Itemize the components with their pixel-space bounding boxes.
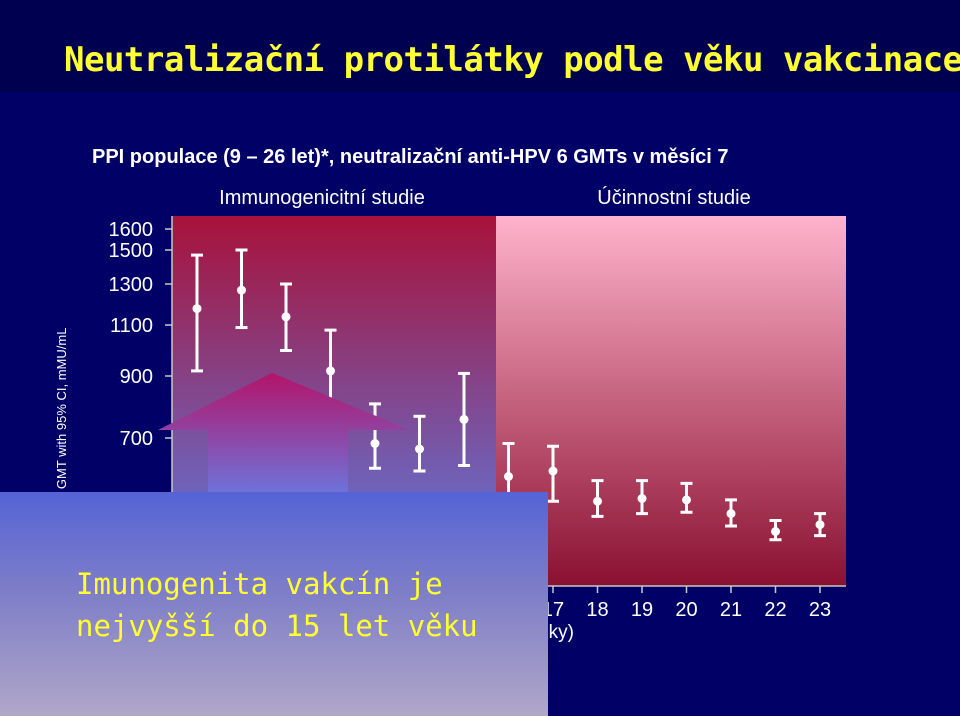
y-tick-label: 1100 [110,315,153,337]
y-tick-label: 1300 [109,274,154,296]
data-point-age-13 [369,402,381,470]
data-point-age-14 [413,414,426,473]
data-point-age-11 [280,282,292,352]
data-point-age-23 [814,512,826,538]
data-point-age-22 [769,519,782,542]
gmt-marker [192,304,202,314]
panel-label-immunogenicity: Immunogenicitní studie [219,187,425,209]
gmt-marker [682,495,691,505]
efficacy-panel [496,216,846,586]
gmt-marker [548,466,558,476]
x-tick-label: 23 [809,599,831,621]
data-point-age-15 [458,371,470,467]
gmt-marker [281,312,291,322]
gmt-marker [726,509,736,519]
data-point-age-16 [502,442,515,503]
panel-label-efficacy: Účinnostní studie [597,186,750,209]
data-point-age-10 [235,248,248,330]
x-tick-label: 19 [631,599,653,621]
y-tick-label: 900 [120,366,153,388]
x-tick-label: 22 [764,599,786,621]
data-point-age-17 [547,444,559,503]
data-point-age-18 [591,479,604,518]
y-tick-label: 700 [120,428,153,450]
gmt-marker [459,414,469,424]
gmt-marker [771,527,780,536]
gmt-marker [815,520,825,530]
gmt-marker [593,496,602,506]
x-tick-label: 21 [720,599,742,621]
page-title: Neutralizační protilátky podle věku vakc… [64,40,960,80]
y-tick-label: 1500 [109,240,154,262]
x-tick-label: 20 [675,599,697,621]
gmt-marker [504,472,513,481]
data-point-age-19 [636,479,648,516]
x-tick-label: 18 [586,599,608,621]
gmt-marker [370,439,380,448]
up-arrow-shape [158,373,410,500]
title-band [0,0,960,92]
gmt-marker [415,444,424,454]
data-point-age-20 [680,481,693,514]
y-tick-label: 1600 [109,219,154,241]
data-point-age-9 [191,253,203,373]
callout-box [0,492,548,716]
gmt-marker [237,285,246,295]
gmt-marker [326,366,335,376]
gmt-marker [637,494,647,503]
chart-subtitle: PPI populace (9 – 26 let)*, neutralizačn… [92,146,729,168]
callout-text: Imunogenita vakcín je nejvyšší do 15 let… [76,567,478,643]
data-point-age-21 [725,498,737,528]
